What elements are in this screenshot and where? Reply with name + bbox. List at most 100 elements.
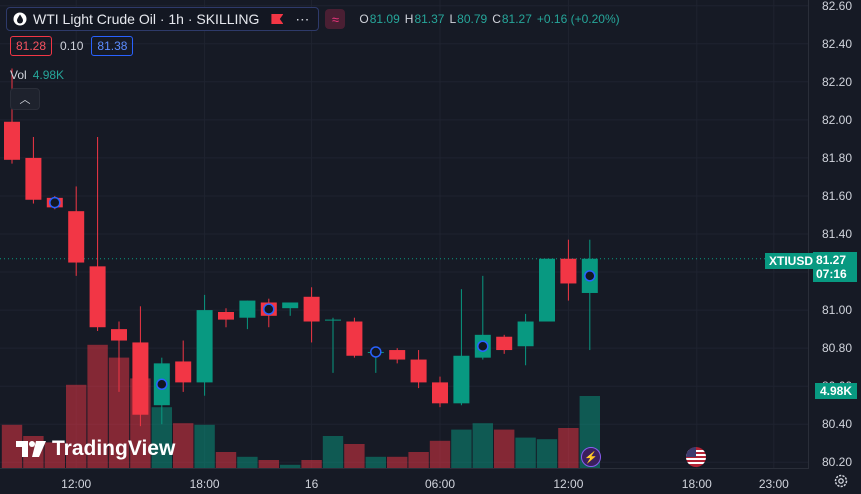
candle-body — [539, 258, 555, 322]
candle-body — [389, 350, 406, 360]
volume-bar — [215, 452, 237, 468]
close-value: C 81.27 — [492, 12, 532, 26]
event-marker — [584, 270, 596, 282]
time-axis[interactable]: 12:00 18:00 16 06:00 12:00 18:00 23:00 — [0, 468, 809, 494]
volume-bar — [365, 456, 386, 468]
high-value: H 81.37 — [404, 12, 445, 26]
volume-bar — [558, 428, 579, 468]
volume-bar — [44, 442, 65, 468]
candle-body — [196, 310, 213, 383]
volume-bar — [237, 456, 258, 468]
bid-ask-panel: 81.28 0.10 81.38 — [10, 36, 134, 56]
logo-text: TradingView — [52, 437, 176, 460]
event-bolt-icon[interactable]: ⚡ — [581, 447, 601, 467]
volume-bar — [322, 436, 344, 468]
volume-legend: Vol 4.98K — [10, 68, 64, 82]
last-price-value: 81.27 — [816, 253, 847, 267]
tradingview-logo-icon — [16, 441, 46, 457]
change-value: +0.16 (+0.20%) — [536, 12, 620, 26]
symbol-title: WTI Light Crude Oil · 1h · SKILLING — [33, 11, 260, 27]
candle-body — [303, 296, 320, 322]
us-flag-icon[interactable] — [686, 447, 706, 467]
volume-label: Vol — [10, 68, 27, 82]
price-tick-label: 82.20 — [821, 74, 852, 89]
volume-value: 4.98K — [32, 68, 65, 82]
volume-bar — [108, 357, 130, 468]
candle-body — [325, 319, 341, 321]
price-tick-label: 82.60 — [821, 0, 852, 13]
volume-bar — [494, 429, 515, 468]
gear-icon[interactable] — [833, 473, 849, 489]
volume-bar — [536, 439, 558, 468]
collapse-legend-button[interactable]: ︿ — [10, 88, 40, 110]
candle-body — [239, 300, 256, 318]
symbol-info-box[interactable]: WTI Light Crude Oil · 1h · SKILLING ⋯ — [6, 7, 320, 31]
time-tick-label: 06:00 — [424, 477, 456, 491]
wave-icon[interactable]: ≈ — [325, 9, 346, 29]
candle-body — [560, 258, 577, 284]
candle-body — [517, 321, 534, 347]
price-tick-label: 81.60 — [821, 188, 852, 203]
tradingview-logo[interactable]: TradingView — [16, 437, 175, 461]
flag-icon[interactable] — [271, 14, 284, 24]
time-tick-label: 12:00 — [61, 477, 92, 491]
open-value: O 81.09 — [359, 12, 400, 26]
chevron-up-icon: ︿ — [19, 94, 31, 106]
volume-price-tag: 4.98K — [814, 383, 857, 399]
price-tick-label: 80.80 — [821, 341, 852, 356]
candle-body — [218, 312, 234, 320]
low-value: L 80.79 — [449, 12, 488, 26]
candle-body — [346, 321, 363, 356]
event-marker — [477, 340, 489, 352]
event-marker — [156, 378, 168, 391]
volume-bar — [301, 460, 322, 468]
volume-bar — [408, 452, 429, 468]
event-marker — [370, 346, 382, 358]
candles — [4, 68, 598, 427]
drop-icon — [13, 12, 27, 26]
candle-body — [132, 342, 149, 415]
volume-bar — [1, 424, 23, 468]
candle-body — [175, 361, 192, 383]
volume-bar — [87, 344, 108, 468]
price-tick-label: 82.00 — [821, 112, 852, 127]
volume-bar — [66, 384, 87, 468]
candle-body — [68, 211, 85, 263]
candle-body — [432, 382, 448, 404]
buy-price-button[interactable]: 81.38 — [91, 36, 134, 56]
volume-bar — [194, 424, 215, 468]
candle-body — [25, 157, 42, 200]
chart-legend: WTI Light Crude Oil · 1h · SKILLING ⋯ ≈ … — [6, 7, 620, 31]
volume-bar — [515, 437, 536, 468]
volume-bar — [173, 423, 194, 468]
price-tick-label: 80.40 — [821, 417, 852, 432]
candle-body — [453, 355, 470, 404]
last-price-tag: 81.27 07:16 — [813, 252, 857, 282]
candle-body — [89, 266, 106, 328]
volume-bar — [387, 456, 408, 468]
volume-bar — [151, 407, 172, 468]
event-marker — [49, 196, 61, 209]
price-tick-label: 81.00 — [821, 303, 852, 318]
price-tick-label: 80.20 — [821, 455, 852, 470]
candle-body — [4, 121, 20, 160]
candle-body — [410, 359, 427, 383]
time-tick-label: 16 — [304, 477, 319, 491]
time-tick-label: 18:00 — [681, 477, 712, 491]
event-marker — [263, 303, 275, 315]
symbol-price-label: XTIUSD — [765, 253, 818, 269]
spread-value: 0.10 — [60, 39, 84, 53]
sell-price-button[interactable]: 81.28 — [10, 36, 53, 56]
time-tick-label: 18:00 — [189, 477, 220, 491]
price-tick-label: 82.40 — [821, 36, 852, 51]
event-markers — [49, 196, 596, 391]
time-tick-label: 12:00 — [553, 477, 584, 491]
bar-countdown: 07:16 — [816, 267, 847, 281]
volume-bar — [344, 444, 365, 468]
volume-bar — [280, 464, 301, 468]
time-tick-label: 23:00 — [758, 477, 789, 491]
more-dots-icon[interactable]: ⋯ — [295, 10, 311, 27]
volume-bar — [472, 423, 493, 468]
volume-bar — [451, 429, 472, 468]
